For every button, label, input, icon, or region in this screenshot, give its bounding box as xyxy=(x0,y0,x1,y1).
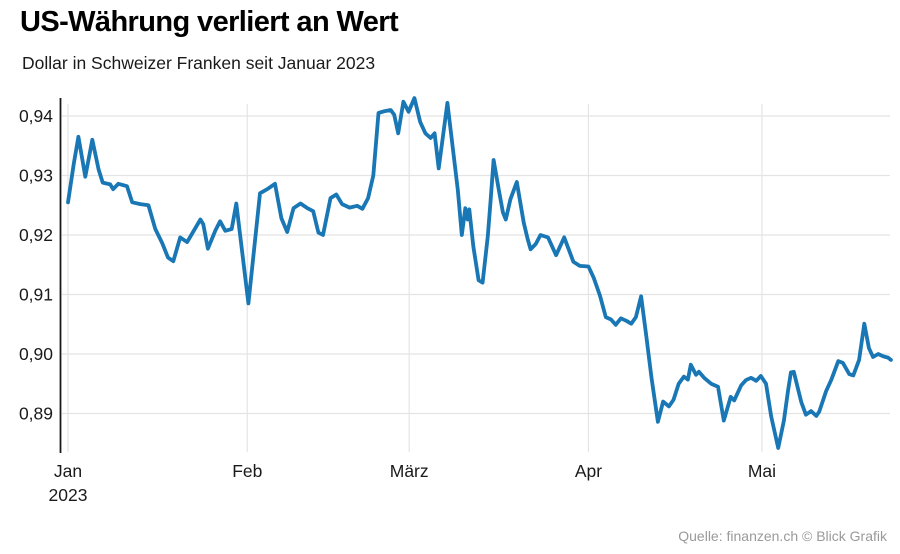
x-tick-label: März xyxy=(390,461,429,481)
price-line xyxy=(66,96,893,450)
x-tick-label: Mai xyxy=(748,461,776,481)
source-credit: Quelle: finanzen.ch © Blick Grafik xyxy=(678,528,887,544)
page-title: US-Währung verliert an Wert xyxy=(20,6,399,38)
y-tick-label: 0,89 xyxy=(19,404,53,424)
y-tick-label: 0,92 xyxy=(19,225,53,245)
y-tick-label: 0,91 xyxy=(19,285,53,305)
chart-subtitle: Dollar in Schweizer Franken seit Januar … xyxy=(22,53,376,73)
x-tick-label: Feb xyxy=(232,461,262,481)
y-tick-label: 0,90 xyxy=(19,344,53,364)
x-tick-label: Apr xyxy=(575,461,602,481)
y-tick-label: 0,94 xyxy=(19,106,53,126)
x-tick-label: Jan xyxy=(54,461,82,481)
x-year-label: 2023 xyxy=(49,485,88,505)
y-tick-label: 0,93 xyxy=(19,166,53,186)
